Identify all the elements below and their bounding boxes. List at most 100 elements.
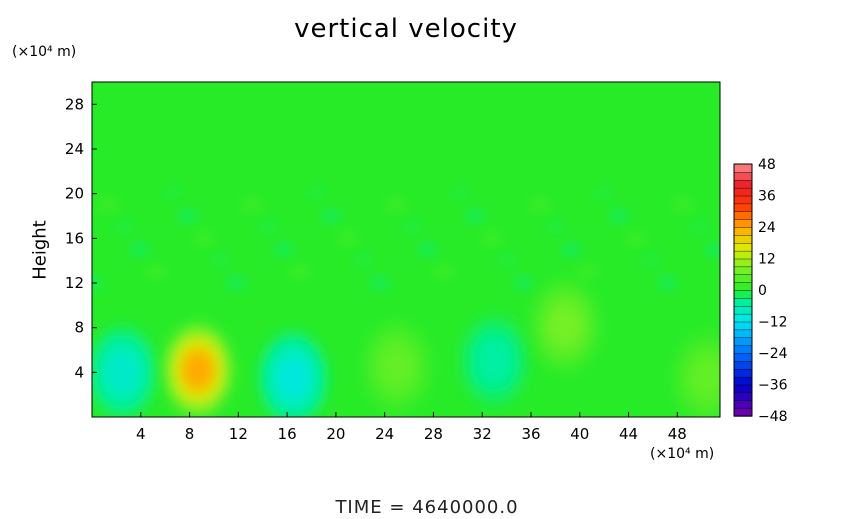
y-tick-label: 28 <box>65 95 84 113</box>
colorbar-segment <box>733 234 753 244</box>
colorbar-segment <box>733 226 753 236</box>
field-texture <box>579 265 596 278</box>
colorbar-label: 12 <box>758 252 776 268</box>
x-tick-label: 12 <box>229 425 248 443</box>
field-texture <box>227 277 244 289</box>
x-tick-label: 40 <box>570 425 589 443</box>
field-feature <box>458 313 531 410</box>
colorbar-label: 48 <box>758 157 776 173</box>
field-feature <box>671 329 720 417</box>
y-tick-label: 4 <box>74 363 84 381</box>
colorbar-frame <box>733 163 753 417</box>
colorbar-segment <box>733 352 753 362</box>
colorbar-segment <box>733 242 753 252</box>
field-texture <box>659 277 676 289</box>
x-tick-label: 8 <box>185 425 195 443</box>
colorbar-label: 0 <box>758 283 767 299</box>
plot-frame <box>91 81 721 418</box>
colorbar-segment <box>733 266 753 275</box>
colorbar-segment <box>733 203 753 212</box>
field-texture <box>195 232 212 245</box>
field-feature <box>92 324 159 417</box>
colorbar-segment <box>733 195 753 205</box>
x-tick-label: 16 <box>278 425 297 443</box>
field-texture <box>211 254 228 267</box>
colorbar-segment <box>733 384 753 394</box>
field-texture <box>355 254 372 267</box>
field-texture <box>307 187 324 200</box>
field-feature <box>162 322 235 417</box>
colorbar-label: −12 <box>758 315 788 331</box>
colorbar-segment <box>733 305 753 315</box>
colorbar-label: −24 <box>758 346 788 362</box>
x-tick-label: 36 <box>521 425 540 443</box>
field-texture <box>275 243 292 256</box>
field-texture <box>515 277 532 289</box>
field-feature <box>529 277 602 374</box>
field-texture <box>611 210 628 222</box>
colorbar-segment <box>733 313 753 323</box>
y-tick-label: 24 <box>65 140 84 158</box>
colorbar-segment <box>733 163 753 173</box>
colorbar-segment <box>733 258 753 268</box>
field-texture <box>435 265 452 278</box>
field-texture <box>675 198 692 211</box>
field-texture <box>163 187 180 200</box>
field-texture <box>371 277 388 289</box>
field-texture <box>547 221 564 234</box>
field-texture <box>387 198 404 211</box>
colorbar-segment <box>733 400 753 409</box>
x-axis-unit: (×10⁴ m) <box>650 446 715 462</box>
colorbar-segment <box>733 289 753 299</box>
x-tick-label: 28 <box>424 425 443 443</box>
colorbar-segment <box>733 281 753 291</box>
y-tick-label: 20 <box>65 185 84 203</box>
colorbar-label: −48 <box>758 409 788 425</box>
field-texture <box>467 210 484 222</box>
field-texture <box>595 187 612 200</box>
field-texture <box>131 243 148 256</box>
field-texture <box>243 198 260 211</box>
colorbar-segment <box>733 274 753 283</box>
field-texture <box>291 265 308 278</box>
field-texture <box>147 265 164 278</box>
colorbar-label: 24 <box>758 220 776 236</box>
chart-title: vertical velocity <box>294 14 518 44</box>
colorbar-segment <box>733 344 753 354</box>
field-texture <box>691 221 708 234</box>
x-tick-label: 4 <box>136 425 146 443</box>
colorbar-segment <box>733 179 753 189</box>
colorbar-segment <box>733 329 753 338</box>
field-texture <box>563 243 580 256</box>
field-texture <box>707 243 720 256</box>
x-tick-label: 32 <box>473 425 492 443</box>
colorbar-label: 36 <box>758 189 776 205</box>
colorbar-segment <box>733 171 753 181</box>
x-tick-label: 44 <box>619 425 638 443</box>
footer-time-equals: = <box>389 497 406 518</box>
field-texture <box>259 221 276 234</box>
colorbar-segment <box>733 392 753 401</box>
field-texture <box>419 243 436 256</box>
field-texture <box>499 254 516 267</box>
field-texture <box>339 232 356 245</box>
colorbar-segment <box>733 187 753 197</box>
colorbar-segment <box>733 321 753 331</box>
colorbar-segment <box>733 368 753 378</box>
field-texture <box>179 210 196 222</box>
footer-time-value: 4640000.0 <box>412 497 519 518</box>
field-texture <box>627 232 644 245</box>
colorbar-segment <box>733 297 753 307</box>
field-texture <box>99 198 116 211</box>
field-texture <box>403 221 420 234</box>
y-tick-label: 8 <box>74 319 84 337</box>
x-tick-label: 20 <box>326 425 345 443</box>
field-texture <box>483 232 500 245</box>
x-tick-label: 24 <box>375 425 394 443</box>
colorbar-segment <box>733 360 753 370</box>
field-texture <box>323 210 340 222</box>
colorbar-segment <box>733 250 753 260</box>
colorbar-segment <box>733 211 753 220</box>
colorbar-segment <box>733 218 753 228</box>
x-tick-label: 48 <box>668 425 687 443</box>
